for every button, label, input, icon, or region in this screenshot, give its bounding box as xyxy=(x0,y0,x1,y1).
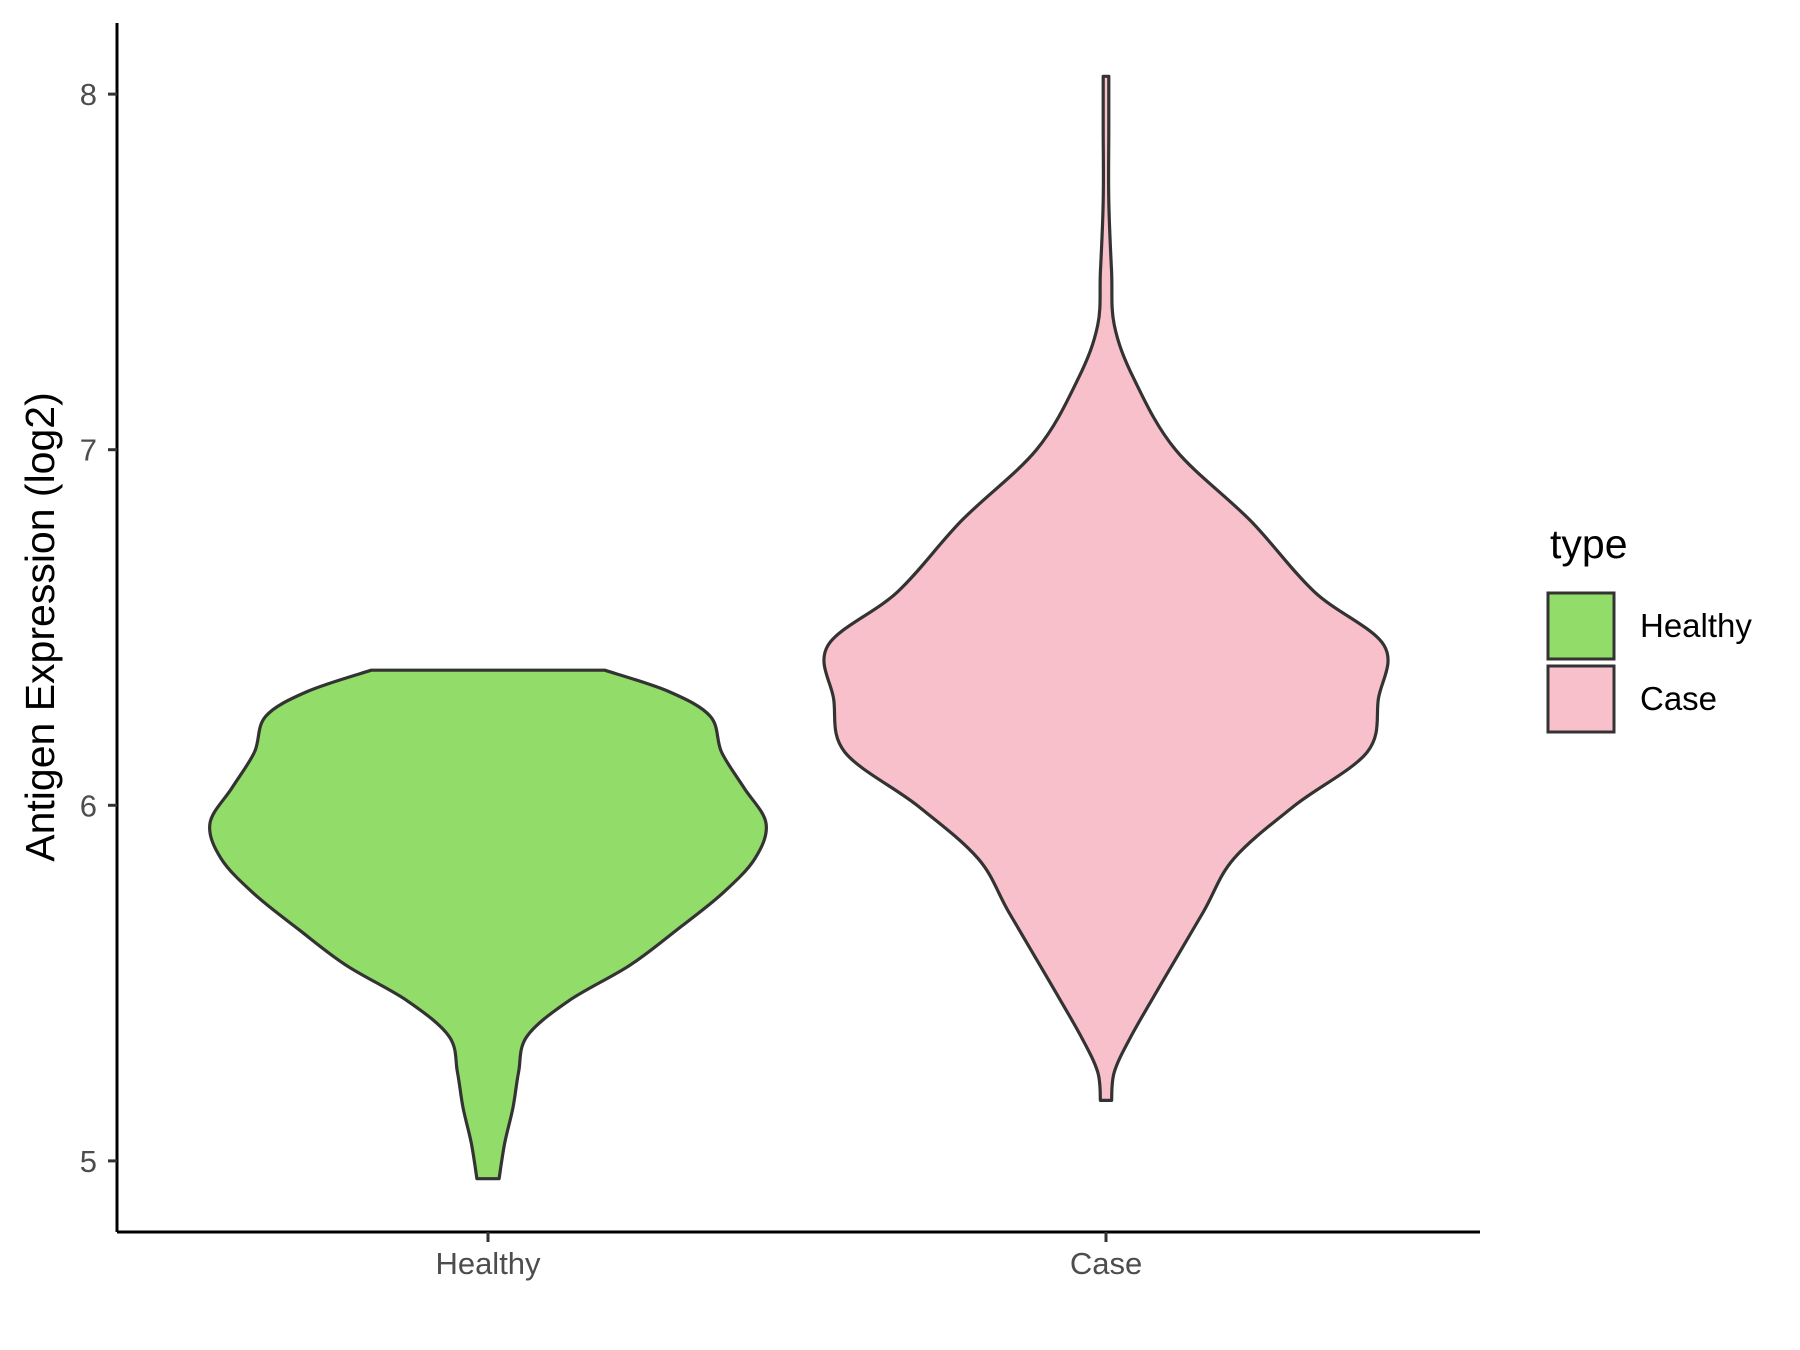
legend-label-case: Case xyxy=(1640,680,1717,717)
y-tick-label: 6 xyxy=(80,788,97,823)
y-ticks: 5 6 7 8 xyxy=(80,77,117,1179)
y-tick-label: 7 xyxy=(80,433,97,468)
legend-title: type xyxy=(1550,521,1628,567)
violin-layer xyxy=(208,74,1390,1181)
x-tick-label: Healthy xyxy=(435,1246,541,1281)
x-ticks: Healthy Case xyxy=(435,1232,1142,1281)
legend-key-case xyxy=(1546,664,1616,734)
violin-case xyxy=(822,74,1390,1102)
y-tick-label: 8 xyxy=(80,77,97,112)
legend-label-healthy: Healthy xyxy=(1640,607,1752,644)
legend-key-healthy xyxy=(1546,591,1616,661)
legend: type Healthy Case xyxy=(1546,521,1752,734)
y-tick-label: 5 xyxy=(80,1144,97,1179)
y-axis-title: Antigen Expression (log2) xyxy=(17,392,63,861)
violin-healthy xyxy=(208,668,768,1181)
x-tick-label: Case xyxy=(1070,1246,1142,1281)
